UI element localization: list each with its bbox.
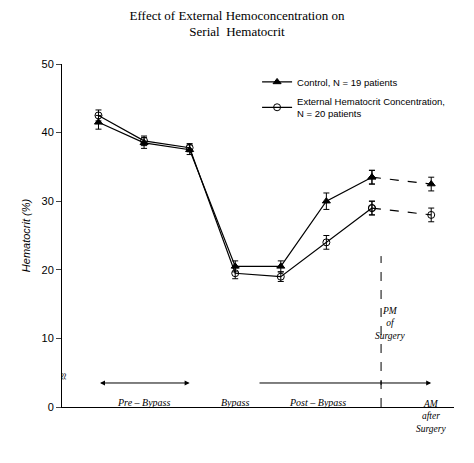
svg-text:Bypass: Bypass [221,397,249,408]
svg-text:PMofSurgery: PMofSurgery [375,306,406,341]
svg-text:40: 40 [42,126,54,138]
svg-text:0: 0 [48,401,54,413]
svg-text:30: 30 [42,195,54,207]
svg-text:50: 50 [42,58,54,70]
svg-text:Effect of External Hemoconcent: Effect of External Hemoconcentration onS… [130,8,345,40]
svg-text:Hematocrit (%): Hematocrit (%) [20,198,32,272]
svg-text:Post – Bypass: Post – Bypass [289,397,346,408]
svg-text:External Hematocrit Concentrat: External Hematocrit Concentration,N = 20… [297,96,445,119]
svg-text:10: 10 [42,332,54,344]
svg-text:20: 20 [42,264,54,276]
svg-text:Pre – Bypass: Pre – Bypass [117,397,171,408]
svg-text:AMafterSurgery: AMafterSurgery [416,399,447,434]
svg-text:≈: ≈ [56,373,71,380]
svg-text:Control, N = 19 patients: Control, N = 19 patients [297,77,397,88]
